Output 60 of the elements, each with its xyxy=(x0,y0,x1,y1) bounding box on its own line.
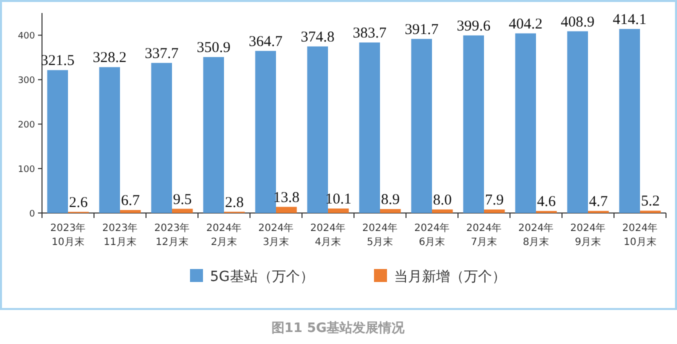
data-label: 391.7 xyxy=(404,22,439,38)
bar xyxy=(255,50,276,213)
data-label: 4.7 xyxy=(589,194,608,210)
y-tick-label: 200 xyxy=(18,120,36,131)
data-label: 9.5 xyxy=(173,192,192,208)
data-label: 328.2 xyxy=(92,50,126,66)
bar xyxy=(276,206,297,213)
x-tick-label: 2024年 5月末 xyxy=(362,222,398,248)
x-tick-label: 2024年 7月末 xyxy=(466,222,502,248)
bar xyxy=(151,62,172,213)
y-tick-label: 400 xyxy=(18,32,36,42)
bar xyxy=(172,208,193,213)
x-tick-label: 2023年 12月末 xyxy=(154,222,190,248)
x-tick-label: 2024年 10月末 xyxy=(622,222,658,248)
data-label: 2.6 xyxy=(69,194,88,211)
x-tick-label: 2024年 2月末 xyxy=(206,222,242,248)
bar xyxy=(484,209,505,213)
y-tick-label: 100 xyxy=(18,165,36,176)
x-tick-label: 2024年 3月末 xyxy=(258,222,294,248)
data-label: 350.9 xyxy=(196,40,230,56)
bar xyxy=(411,38,432,213)
bar xyxy=(380,209,401,213)
bar xyxy=(47,70,68,213)
data-label: 383.7 xyxy=(352,25,387,42)
data-label: 364.7 xyxy=(248,34,283,50)
y-tick-label: 0 xyxy=(29,210,36,220)
bar xyxy=(203,57,224,213)
legend-label: 当月新增（万个） xyxy=(394,269,506,285)
data-label: 8.9 xyxy=(381,192,400,208)
x-tick-label: 2024年 8月末 xyxy=(518,222,554,248)
data-label: 2.8 xyxy=(225,194,244,211)
bar xyxy=(432,209,453,213)
data-label: 414.1 xyxy=(612,12,646,28)
bar xyxy=(120,210,141,213)
legend-label: 5G基站（万个） xyxy=(210,269,314,285)
data-label: 399.6 xyxy=(456,18,491,34)
data-label: 337.7 xyxy=(144,46,179,62)
bar xyxy=(463,35,484,213)
data-label: 4.6 xyxy=(537,194,556,210)
data-label: 8.0 xyxy=(433,192,452,208)
bar xyxy=(619,28,640,213)
data-label: 6.7 xyxy=(121,193,140,210)
x-tick-label: 2024年 4月末 xyxy=(310,222,346,248)
bar xyxy=(567,31,588,213)
data-label: 5.2 xyxy=(641,194,660,210)
x-tick-label: 2023年 11月末 xyxy=(102,222,138,248)
bar xyxy=(307,46,328,213)
x-tick-label: 2024年 9月末 xyxy=(570,222,606,248)
bar xyxy=(99,67,120,213)
y-tick-label: 300 xyxy=(18,76,36,86)
data-label: 404.2 xyxy=(508,16,542,32)
text: 图11 5G基站发展情况 xyxy=(271,321,406,336)
x-tick-label: 2023年 10月末 xyxy=(50,222,86,248)
data-label: 408.9 xyxy=(560,14,594,30)
bar xyxy=(515,33,536,213)
data-label: 374.8 xyxy=(300,29,334,46)
bar xyxy=(328,208,349,213)
x-tick-label: 2024年 6月末 xyxy=(414,222,450,248)
data-label: 7.9 xyxy=(485,192,504,208)
bar xyxy=(359,42,380,213)
